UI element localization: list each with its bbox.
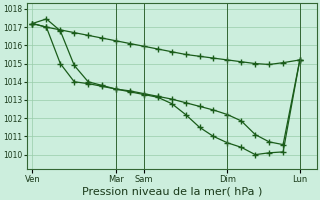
- X-axis label: Pression niveau de la mer( hPa ): Pression niveau de la mer( hPa ): [82, 187, 262, 197]
